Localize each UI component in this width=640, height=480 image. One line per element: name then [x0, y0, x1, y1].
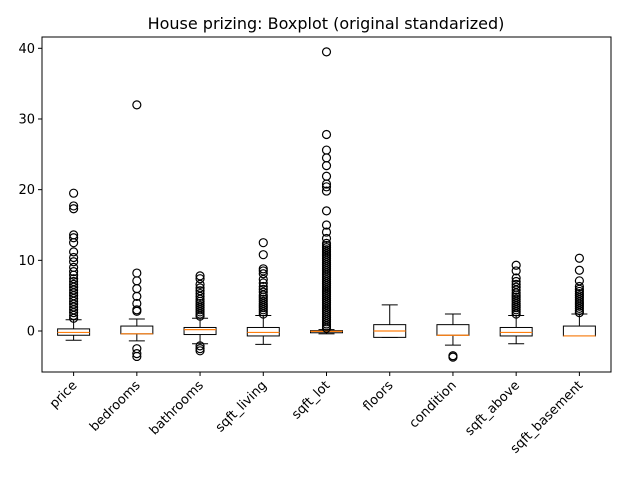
outlier-point — [321, 220, 332, 230]
outlier-point — [511, 282, 521, 292]
outlier-point — [321, 227, 332, 237]
outlier-point — [132, 100, 142, 110]
iqr-box — [120, 325, 154, 335]
outlier-point — [69, 252, 79, 263]
outlier-point — [321, 47, 332, 57]
outlier-point — [321, 186, 332, 196]
y-tick-label: 30 — [18, 112, 35, 127]
iqr-box — [562, 325, 596, 337]
x-tick-label: condition — [407, 378, 460, 431]
outlier-point — [258, 269, 268, 279]
y-tick-label: 10 — [18, 254, 35, 269]
outlier-point — [69, 274, 79, 284]
box-sqft_above — [499, 260, 533, 345]
x-tick-label: bathrooms — [147, 378, 207, 438]
box-bedrooms — [120, 100, 154, 362]
outlier-point — [321, 233, 332, 244]
outlier-point — [195, 288, 205, 299]
outlier-point — [69, 257, 79, 267]
iqr-box — [499, 326, 533, 337]
box-floors — [373, 304, 407, 338]
outlier-point — [69, 188, 79, 198]
outlier-point — [258, 281, 268, 292]
box-sqft_basement — [562, 253, 596, 337]
x-tick-label: sqft_lot — [289, 378, 333, 422]
outlier-point — [69, 262, 79, 273]
outlier-point — [195, 274, 205, 284]
iqr-box — [246, 326, 280, 337]
outlier-point — [321, 145, 332, 155]
outlier-point — [132, 268, 142, 278]
outlier-point — [511, 279, 521, 289]
y-tick-label: 0 — [27, 325, 35, 340]
outlier-point — [69, 204, 79, 214]
y-tick-label: 20 — [18, 183, 35, 198]
outlier-point — [258, 278, 268, 288]
outlier-point — [69, 233, 79, 243]
outlier-point — [195, 344, 205, 354]
outlier-point — [321, 161, 332, 171]
iqr-box — [436, 324, 470, 336]
outlier-point — [511, 266, 521, 276]
outlier-point — [321, 238, 332, 248]
x-tick-label: price — [47, 378, 80, 411]
outlier-point — [132, 349, 142, 359]
outlier-point — [511, 260, 521, 270]
box-sqft_lot — [310, 47, 343, 335]
outlier-point — [69, 267, 79, 277]
outlier-point — [132, 344, 142, 354]
chart-title: House prizing: Boxplot (original standar… — [148, 14, 505, 33]
outlier-point — [69, 279, 79, 289]
box-series — [57, 47, 596, 362]
outlier-point — [448, 351, 458, 361]
outlier-point — [258, 238, 268, 248]
outlier-point — [511, 276, 521, 287]
outlier-point — [574, 265, 584, 275]
outlier-point — [321, 153, 332, 163]
outlier-point — [195, 283, 205, 293]
outlier-point — [258, 287, 268, 297]
x-tick-label: sqft_living — [213, 378, 270, 435]
y-tick-label: 40 — [18, 42, 35, 57]
outlier-point — [195, 286, 205, 296]
outlier-point — [69, 247, 79, 257]
outlier-point — [321, 182, 332, 192]
outlier-point — [195, 271, 205, 281]
outlier-point — [69, 230, 79, 240]
outlier-point — [258, 264, 268, 274]
outlier-point — [321, 171, 332, 181]
box-price — [57, 188, 91, 341]
x-tick-label: floors — [360, 378, 396, 414]
box-bathrooms — [183, 271, 217, 356]
x-axis: price bedrooms bathrooms sqft_living sqft_lo… — [47, 372, 586, 457]
outlier-point — [258, 250, 268, 260]
box-condition — [436, 313, 470, 362]
y-axis: 0 10 20 30 40 — [18, 42, 42, 340]
iqr-box — [183, 326, 217, 336]
outlier-point — [574, 281, 584, 292]
outlier-point — [195, 341, 205, 351]
x-tick-label: sqft_above — [462, 378, 523, 439]
outlier-point — [321, 129, 332, 140]
outlier-point — [511, 273, 521, 283]
outlier-point — [574, 276, 584, 286]
outlier-point — [132, 305, 142, 315]
outlier-point — [132, 298, 142, 309]
outlier-point — [258, 284, 268, 294]
outlier-point — [69, 201, 79, 211]
outlier-point — [132, 276, 142, 286]
outlier-point — [321, 206, 332, 216]
box-sqft_living — [246, 238, 280, 345]
outlier-point — [574, 253, 584, 263]
outlier-point — [132, 284, 142, 294]
x-tick-label: bedrooms — [87, 378, 144, 435]
outlier-point — [69, 276, 79, 287]
